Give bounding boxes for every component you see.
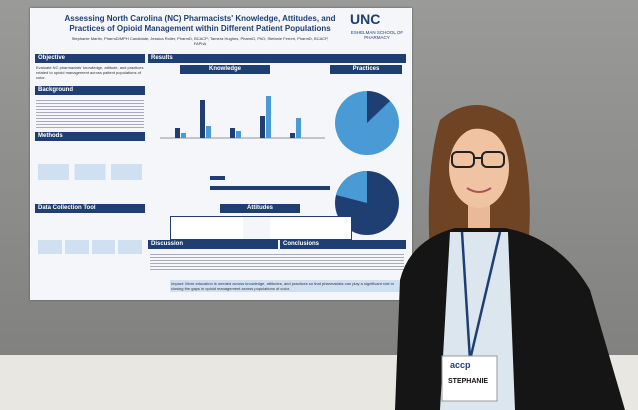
text-block — [36, 98, 144, 128]
method-boxes — [38, 164, 142, 180]
section-header: Results — [148, 54, 406, 63]
section-header: Methods — [35, 132, 145, 141]
tool-boxes — [38, 240, 142, 254]
impact-text: Impact: More education is needed across … — [170, 280, 402, 292]
logo: UNC — [350, 11, 381, 27]
section-header: Discussion — [148, 240, 278, 249]
section-header: Data Collection Tool — [35, 204, 145, 213]
badge-name: STEPHANIE — [448, 378, 489, 385]
results-figures — [160, 96, 330, 190]
objective-text: Evaluate NC pharmacists' knowledge, atti… — [36, 65, 144, 80]
poster-title: Assessing North Carolina (NC) Pharmacist… — [64, 14, 336, 33]
section-header: Objective — [35, 54, 145, 63]
text-block — [150, 252, 404, 272]
badge-org: accp — [450, 360, 471, 370]
section-header: Knowledge — [180, 65, 270, 74]
section-header: Conclusions — [280, 240, 406, 249]
section-header: Practices — [330, 65, 402, 74]
poster: Assessing North Carolina (NC) Pharmacist… — [30, 8, 412, 300]
school: ESHELMAN SCHOOL OF PHARMACY — [350, 30, 404, 40]
poster-authors: Stephanie Martin, PharmD/MPH Candidate; … — [71, 36, 329, 46]
attitude-boxes — [170, 216, 352, 240]
section-header: Attitudes — [220, 204, 300, 213]
section-header: Background — [35, 86, 145, 95]
